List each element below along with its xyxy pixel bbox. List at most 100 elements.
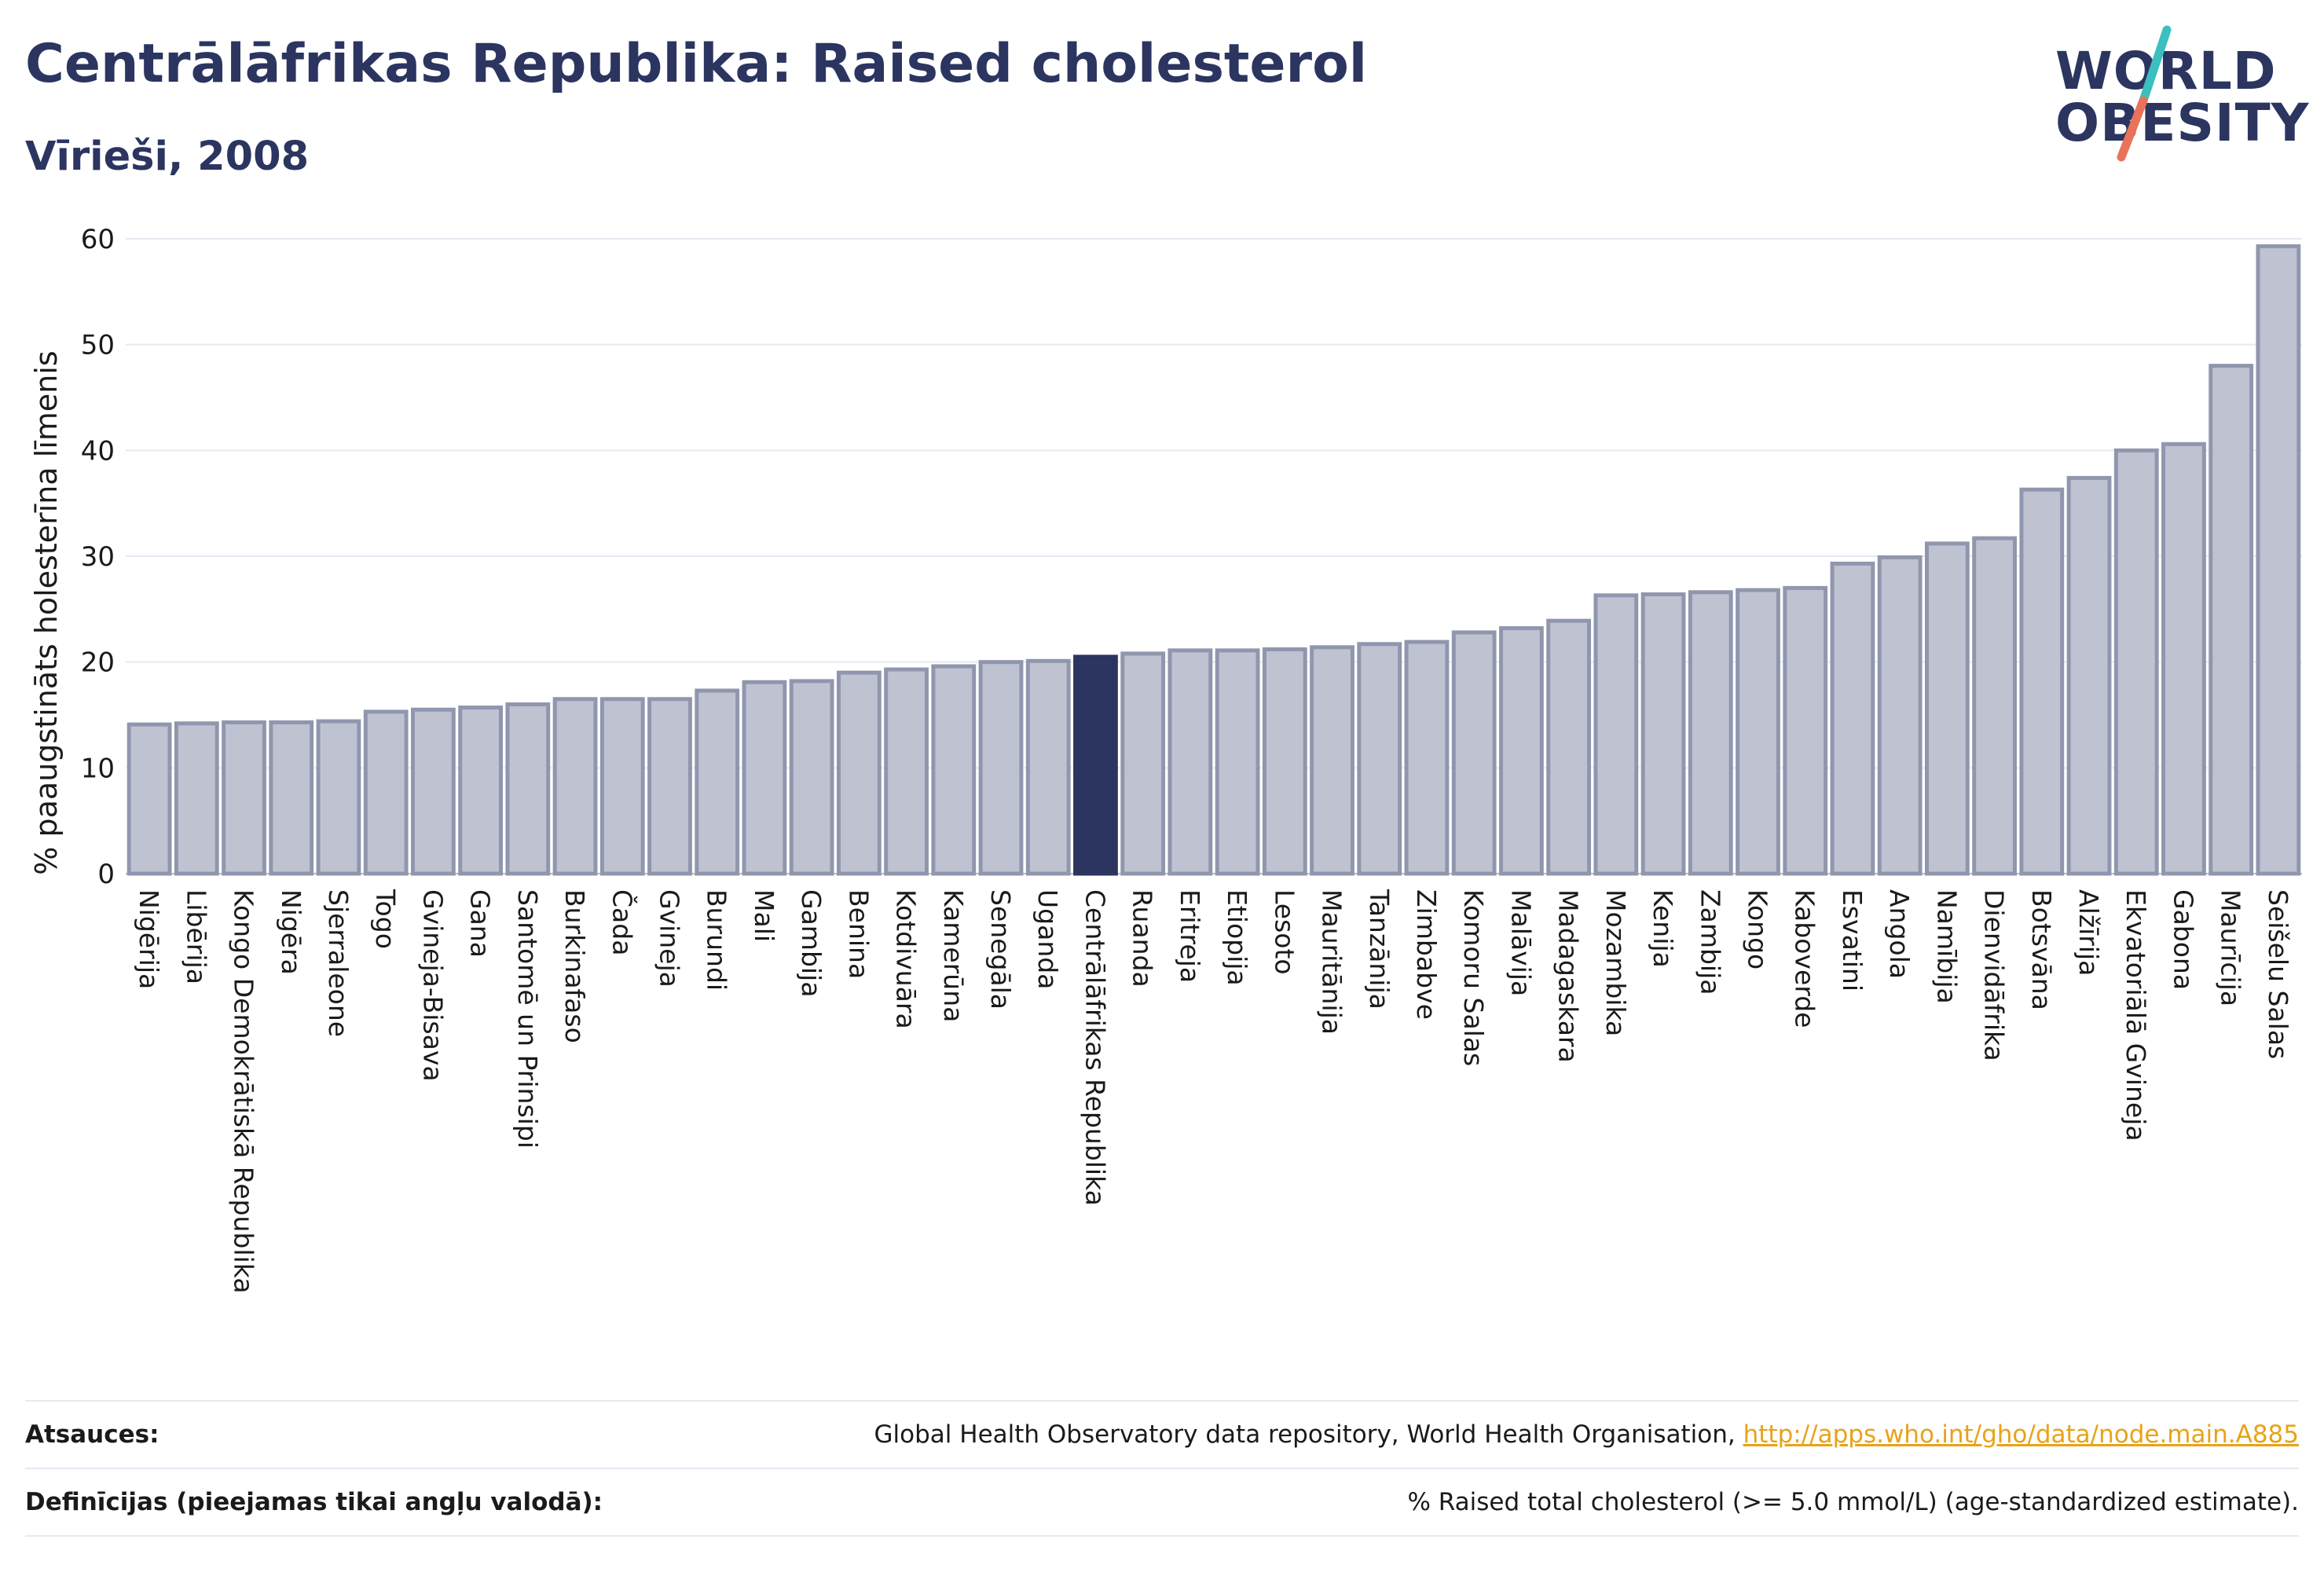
sources-text: Global Health Observatory data repositor…	[874, 1420, 1743, 1449]
bar	[1593, 593, 1639, 876]
bar	[1451, 630, 1497, 876]
y-tick-label: 60	[81, 224, 115, 255]
x-tick-label: Malāvija	[1505, 889, 1536, 996]
x-tick-label: Gana	[465, 889, 496, 958]
sources-value: Global Health Observatory data repositor…	[874, 1420, 2299, 1449]
x-tick-label: Ekvatoriālā Gvineja	[2121, 889, 2151, 1142]
bars	[126, 244, 2301, 876]
x-tick-label: Nigēra	[276, 889, 306, 975]
world-obesity-logo: WORLD OBESITY	[2043, 22, 2310, 179]
bar	[174, 721, 219, 876]
y-axis-label: % paaugstināts holesterīna līmenis	[29, 350, 64, 874]
y-tick-label: 10	[81, 753, 115, 784]
x-tick-label: Komoru Salas	[1458, 889, 1489, 1066]
bar	[2019, 487, 2065, 876]
bar	[552, 697, 598, 876]
bar	[1924, 541, 1970, 876]
y-tick-label: 50	[81, 330, 115, 361]
chart-subtitle: Vīrieši, 2008	[25, 134, 310, 180]
x-tick-label: Libērija	[181, 889, 211, 984]
bar	[931, 664, 977, 876]
sources-label: Atsauces:	[25, 1420, 159, 1449]
bar	[836, 670, 882, 876]
bar	[2161, 442, 2206, 876]
x-tick-label: Mauritānija	[1317, 889, 1347, 1035]
x-tick-label: Burkinafaso	[559, 889, 590, 1043]
x-tick-label: Kenija	[1648, 889, 1678, 968]
footer-divider-top	[25, 1400, 2299, 1402]
bar-highlighted	[1073, 654, 1118, 876]
bar	[978, 660, 1024, 876]
bar	[1310, 645, 1354, 876]
bar	[269, 720, 314, 876]
x-tick-label: Eritreja	[1175, 889, 1205, 983]
bar	[742, 680, 787, 876]
x-tick-label: Gvineja-Bisava	[417, 889, 448, 1082]
sources-row: Atsauces: Global Health Observatory data…	[25, 1403, 2299, 1466]
bar	[1404, 640, 1450, 876]
x-tick-label: Kongo	[1743, 889, 1773, 969]
bar	[222, 720, 266, 876]
bar	[126, 722, 172, 876]
definitions-value: % Raised total cholesterol (>= 5.0 mmol/…	[1407, 1488, 2299, 1516]
bar	[1262, 647, 1307, 876]
x-tick-label: Esvatini	[1837, 889, 1868, 991]
definitions-label: Definīcijas (pieejamas tikai angļu valod…	[25, 1488, 603, 1516]
sources-link[interactable]: http://apps.who.int/gho/data/node.main.A…	[1743, 1420, 2299, 1449]
x-tick-label: Etiopija	[1222, 889, 1252, 986]
x-tick-label: Maurīcija	[2216, 889, 2246, 1006]
x-tick-label: Angola	[1884, 889, 1915, 979]
bar	[1215, 648, 1260, 876]
x-tick-label: Gambija	[796, 889, 827, 997]
definitions-row: Definīcijas (pieejamas tikai angļu valod…	[25, 1471, 2299, 1534]
bar	[1830, 561, 1875, 876]
x-tick-label: Ruanda	[1127, 889, 1158, 988]
x-tick-label: Madagaskara	[1553, 889, 1584, 1063]
bar	[1357, 642, 1402, 876]
x-tick-label: Zambija	[1695, 889, 1725, 995]
logo-slash-icon	[2117, 25, 2172, 162]
x-tick-label: Namībija	[1931, 889, 1962, 1004]
bar	[1736, 588, 1780, 876]
y-tick-label: 0	[97, 859, 115, 890]
x-tick-label: Mozambika	[1600, 889, 1631, 1036]
chart-title: Centrālāfrikas Republika: Raised cholest…	[25, 33, 1368, 95]
x-axis-ticks: Nigērija Libērija Kongo Demokrātiskā Repub…	[134, 889, 2293, 1293]
bar	[1025, 658, 1071, 876]
y-axis-ticks: 0 10 20 30 40 50 60	[81, 224, 115, 890]
x-tick-label: Čada	[607, 889, 638, 955]
bar	[1972, 536, 2017, 876]
x-tick-label: Santomē un Prinsipi	[512, 889, 543, 1149]
bar	[884, 667, 929, 876]
y-tick-label: 30	[81, 541, 115, 573]
x-tick-label: Burundi	[702, 889, 732, 991]
x-tick-label: Benina	[843, 889, 874, 979]
x-tick-label: Togo	[370, 889, 401, 949]
y-tick-label: 40	[81, 435, 115, 467]
x-tick-label: Mali	[749, 889, 779, 942]
x-tick-label: Lesoto	[1269, 889, 1299, 975]
x-tick-label: Gvineja	[654, 889, 685, 988]
bar	[1167, 648, 1213, 876]
x-tick-label: Alžīrija	[2073, 889, 2104, 976]
x-tick-label: Uganda	[1032, 889, 1063, 989]
x-tick-label: Botsvāna	[2026, 889, 2057, 1010]
x-tick-label: Zimbabve	[1411, 889, 1442, 1020]
bar	[789, 679, 834, 876]
bar	[2113, 448, 2159, 876]
x-tick-label: Nigērija	[134, 889, 164, 989]
x-tick-label: Dienvidāfrika	[1979, 889, 2010, 1061]
footer-divider-middle	[25, 1468, 2299, 1469]
bar	[2209, 364, 2254, 876]
bar	[647, 697, 692, 876]
x-tick-label: Sjerraleone	[323, 889, 354, 1037]
bar	[458, 706, 504, 876]
y-tick-label: 20	[81, 647, 115, 679]
x-tick-label: Centrālāfrikas Republika	[1080, 889, 1110, 1206]
bar	[316, 719, 361, 876]
bar	[695, 688, 740, 876]
x-tick-label: Kotdivuāra	[891, 889, 922, 1029]
x-tick-label: Gabona	[2168, 889, 2198, 990]
bar	[2256, 244, 2301, 876]
bar	[1120, 651, 1166, 876]
